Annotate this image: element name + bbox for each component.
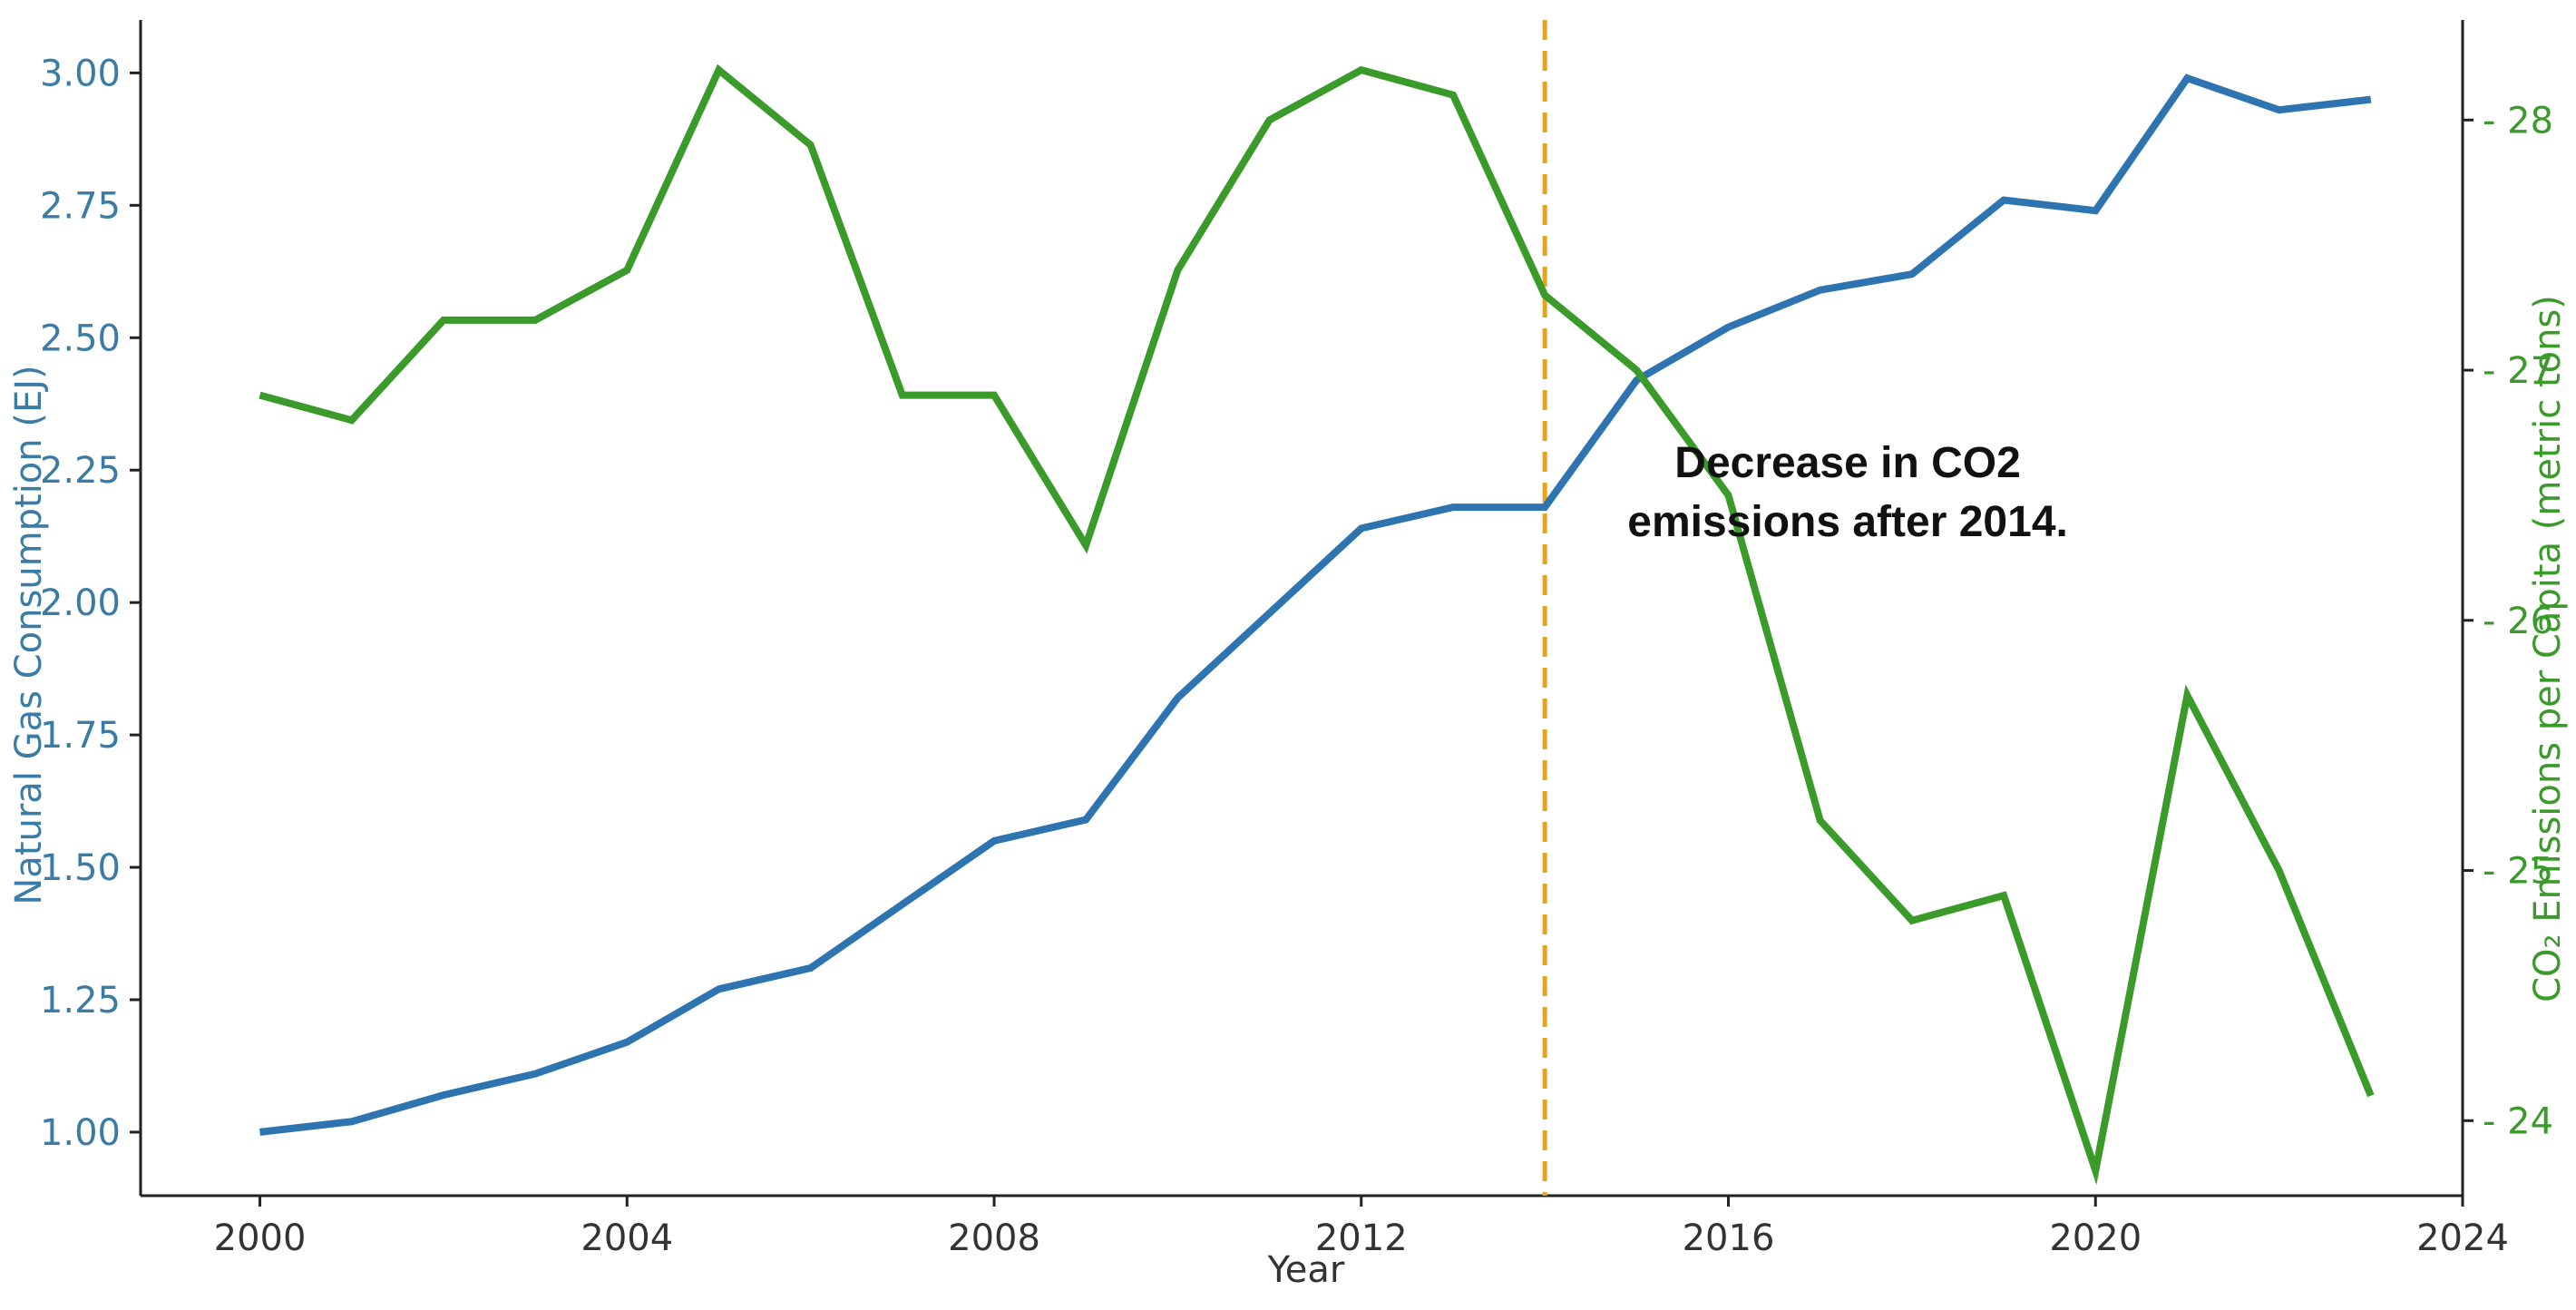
annotation-line-2: emissions after 2014. xyxy=(1627,498,2068,546)
y-right-tick-label: - 24 xyxy=(2483,1100,2553,1142)
series-layer xyxy=(259,20,2375,1196)
series-line-co2 xyxy=(259,64,2375,1186)
y-left-tick-label: 2.25 xyxy=(40,450,121,492)
x-tick-label: 2020 xyxy=(2049,1217,2142,1259)
y-left-tick-label: 2.75 xyxy=(40,185,121,227)
x-tick-label: 2008 xyxy=(948,1217,1040,1259)
x-tick-label: 2004 xyxy=(581,1217,673,1259)
x-tick-label: 2024 xyxy=(2416,1217,2509,1259)
y-right-tick-label: - 28 xyxy=(2483,100,2553,142)
y-right-tick-label: - 27 xyxy=(2483,350,2553,392)
x-axis-label: Year xyxy=(1267,1249,1345,1291)
y-left-tick-label: 3.00 xyxy=(40,53,121,94)
x-tick-label: 2016 xyxy=(1683,1217,1775,1259)
y-right-tick-label: - 26 xyxy=(2483,601,2553,642)
y-left-tick-label: 2.00 xyxy=(40,582,121,624)
y-left-tick-label: 1.25 xyxy=(40,980,121,1022)
annotation-line-1: Decrease in CO2 xyxy=(1674,439,2021,487)
y-left-tick-label: 1.75 xyxy=(40,715,121,757)
y-left-tick-label: 2.50 xyxy=(40,318,121,359)
annotation-layer: Decrease in CO2 emissions after 2014. xyxy=(1627,439,2068,546)
series-line-natural-gas xyxy=(259,73,2372,1136)
y-axis-right-label: CO₂ Emissions per Capita (metric tons) xyxy=(2527,295,2569,1002)
y-axis-left-label: Natural Gas Consumption (EJ) xyxy=(8,365,50,904)
y-right-tick-label: - 25 xyxy=(2483,851,2553,893)
y-left-tick-label: 1.50 xyxy=(40,847,121,889)
x-tick-label: 2012 xyxy=(1315,1217,1408,1259)
y-left-tick-label: 1.00 xyxy=(40,1112,121,1154)
x-tick-label: 2000 xyxy=(214,1217,307,1259)
axes-layer: 2000 2004 2008 2012 2016 2020 2024 1.00 1.25 1.50… xyxy=(40,20,2553,1259)
